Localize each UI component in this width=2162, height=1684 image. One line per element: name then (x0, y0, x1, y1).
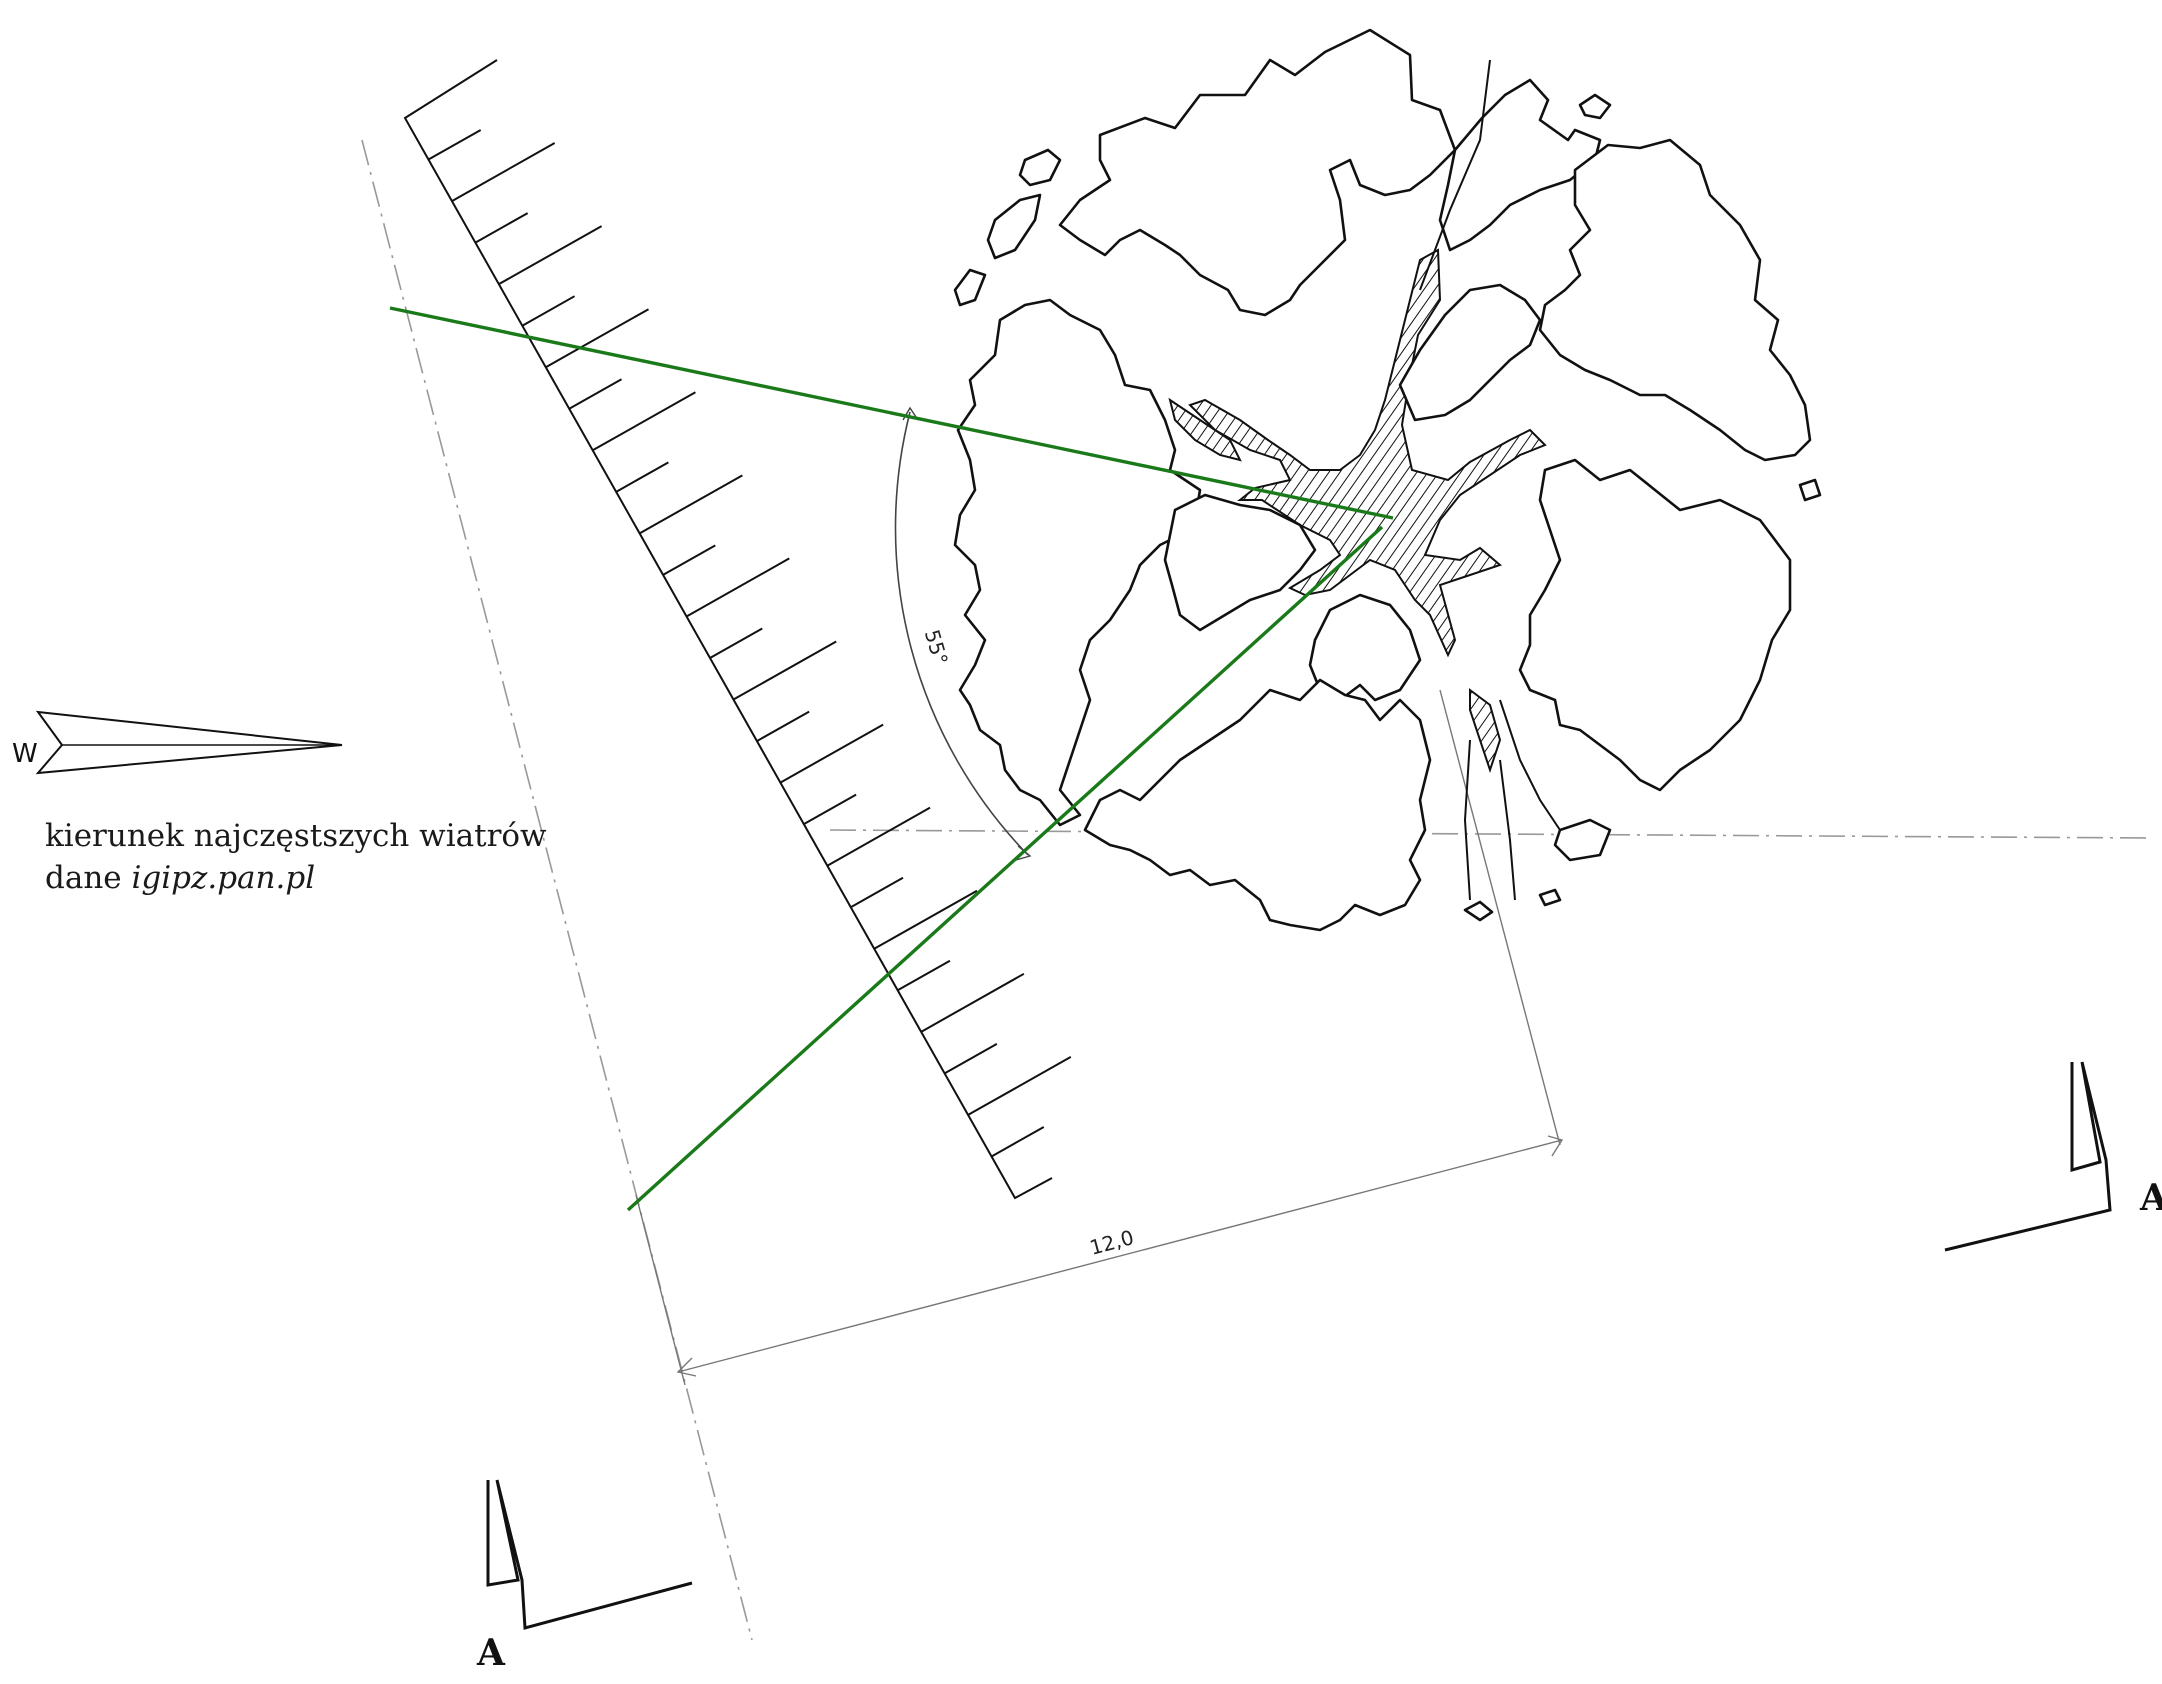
angle-arc-tick-bottom (1015, 845, 1032, 861)
scale-tick (521, 295, 576, 327)
angle-label: 55° (920, 627, 953, 668)
wind-direction-letter: W (12, 739, 38, 769)
leaf-cluster-island-6 (1553, 818, 1612, 862)
leaf-cluster-south-lower (1083, 678, 1432, 932)
scale-tick (944, 1043, 998, 1075)
wind-caption-source-link: igipz.pan.pl (131, 860, 316, 896)
leaf-cluster-northeast (1438, 78, 1602, 252)
scale-tick (427, 129, 482, 161)
scale-tick (568, 378, 622, 410)
wind-caption-source-prefix: dane (45, 860, 132, 896)
scale-tick (779, 723, 884, 784)
leaf-cluster-southeast (1518, 458, 1792, 792)
section-marker-left: A (476, 1479, 693, 1674)
leaf-cluster-east (1538, 138, 1812, 462)
wind-arrow-icon (35, 710, 343, 775)
wind-caption: kierunek najczęstszych wiatrów dane igip… (45, 815, 547, 899)
sight-line-upper (389, 306, 1394, 520)
branch-hatch-left (1168, 397, 1242, 462)
section-label-left: A (476, 1632, 506, 1674)
section-arrow-right-icon (1944, 1061, 2112, 1252)
leaf-cluster-north (1058, 28, 1457, 317)
extension-line-left (635, 1194, 686, 1386)
dashed-axis-left (361, 139, 753, 1641)
branch-hatch-lower (1469, 688, 1502, 774)
wind-caption-source: dane igipz.pan.pl (45, 857, 547, 899)
leaf-cluster-island-2 (986, 193, 1042, 260)
section-arrow-left-icon (486, 1479, 693, 1630)
leaf-cluster-center (1398, 283, 1542, 422)
trunk-branch-line-4 (1499, 759, 1516, 901)
scale-tick (897, 959, 951, 992)
dimension-arrow-left (676, 1357, 697, 1377)
dashed-horizon-line (829, 829, 2151, 839)
leaf-cluster-island-8 (1538, 888, 1562, 907)
scale-tick (920, 972, 1025, 1033)
scale-tick (967, 1056, 1072, 1116)
tree-crown (953, 28, 1822, 932)
scale-tick (873, 889, 978, 950)
wind-caption-title: kierunek najczęstszych wiatrów (45, 818, 547, 854)
scale-tick (991, 1126, 1045, 1158)
dimension-arrow-right (1547, 1135, 1564, 1157)
wind-direction-arrow: W (12, 710, 343, 775)
section-marker-right: A (1944, 1061, 2162, 1252)
leaf-cluster-island-5 (1798, 478, 1822, 502)
scale-tick (474, 212, 529, 244)
measuring-scale (403, 59, 1072, 1200)
scale-tick (850, 876, 904, 909)
scale-tick (639, 474, 743, 535)
scale-tick (756, 710, 810, 742)
leaf-cluster-island-1 (1018, 148, 1062, 187)
scale-outline (403, 59, 1053, 1200)
scale-tick (803, 793, 857, 826)
sight-lines (389, 306, 1394, 1212)
trunk-branch-line-3 (1463, 739, 1471, 901)
distance-label: 12,0 (1087, 1225, 1136, 1260)
section-label-right: A (2139, 1177, 2162, 1219)
trunk-branch-line-2 (1499, 699, 1561, 831)
scale-tick (615, 461, 669, 493)
leaf-cluster-island-4 (1578, 93, 1612, 120)
sight-line-lower (626, 525, 1384, 1212)
angle-arc (894, 411, 1029, 856)
scale-tick (498, 225, 603, 286)
scale-tick (732, 640, 837, 701)
scale-tick (686, 557, 790, 618)
scale-tick (592, 391, 696, 452)
construction-lines (361, 139, 2151, 1641)
scale-tick (709, 627, 763, 659)
scale-tick (826, 806, 931, 867)
leaf-cluster-island-7 (1463, 900, 1494, 922)
leaf-cluster-west (953, 298, 1202, 827)
scale-tick (545, 308, 650, 369)
leaf-cluster-center-left (1163, 493, 1317, 632)
dimension-line (677, 1139, 1563, 1373)
leaf-cluster-island-3 (953, 268, 987, 307)
scale-tick (451, 142, 556, 202)
extension-line-right (1439, 689, 1561, 1146)
tree-trunk-hatched (1188, 248, 1547, 658)
scale-tick (662, 544, 716, 576)
trunk-branch-line-1 (1419, 59, 1491, 291)
leaf-cluster-south (1308, 593, 1422, 702)
distance-dimension: 12,0 (676, 1135, 1564, 1377)
